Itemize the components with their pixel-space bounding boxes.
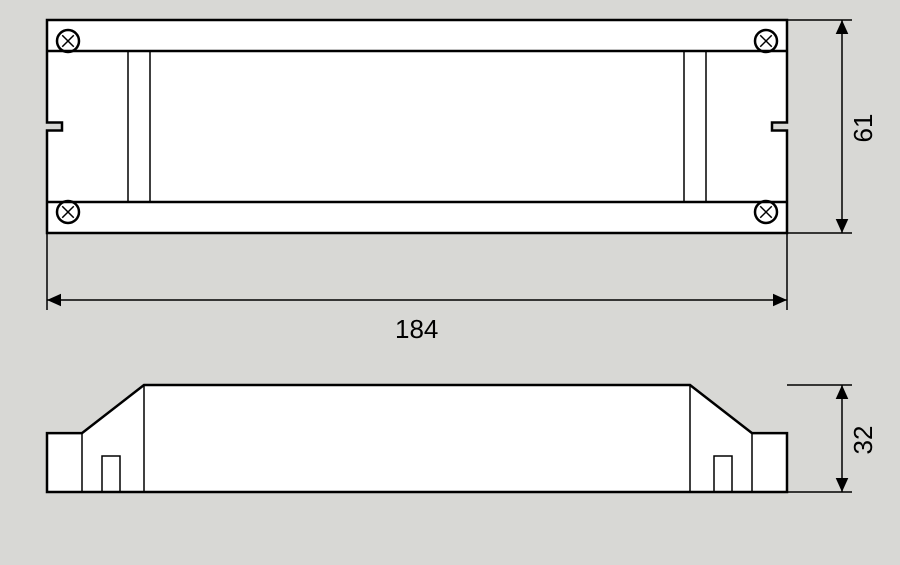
arrow-head [836, 20, 849, 34]
arrow-head [836, 478, 849, 492]
arrow-head [47, 294, 61, 307]
arrow-head [773, 294, 787, 307]
drawing-svg: 184 61 32 [0, 0, 900, 565]
arrow-head [836, 219, 849, 233]
dim-width-label: 61 [848, 114, 878, 143]
dim-height-label: 32 [848, 426, 878, 455]
technical-drawing-page: 184 61 32 [0, 0, 900, 565]
side-view-body [47, 385, 787, 492]
arrow-head [836, 385, 849, 399]
dim-length-label: 184 [395, 314, 438, 344]
